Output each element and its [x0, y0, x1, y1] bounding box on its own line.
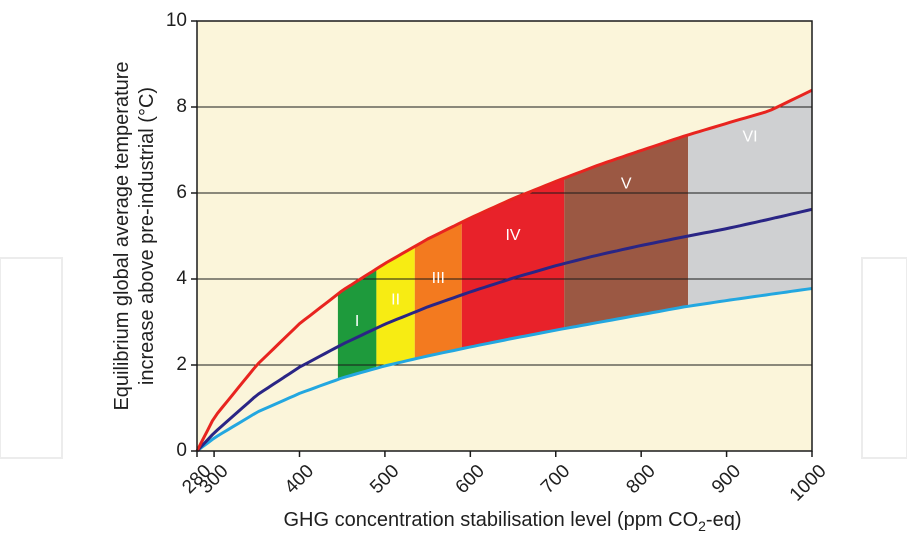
temperature-curves: [195, 88, 813, 453]
category-band-ii: [376, 246, 415, 369]
y-axis-ticks: 0 2 4 6 8 10: [166, 10, 197, 461]
y-tick-label: 6: [176, 182, 187, 203]
category-bands: [337, 90, 812, 380]
x-tick-label: 600: [452, 461, 489, 498]
category-band-i: [337, 268, 377, 380]
x-axis-title-tail: -eq): [706, 509, 742, 531]
gridlines: [197, 106, 812, 366]
x-tick-label: 800: [622, 461, 659, 498]
watermark-frame: [0, 257, 63, 459]
category-label-iv: IV: [505, 227, 520, 244]
category-band-v: [564, 134, 689, 329]
category-label-iii: III: [432, 270, 445, 287]
category-label-ii: II: [391, 292, 400, 309]
background-watermark: [0, 257, 907, 459]
y-axis-title-line-2: increase above pre-industrial (°C): [136, 87, 158, 385]
y-tick-label: 4: [176, 268, 187, 289]
plot-frame: [196, 20, 813, 452]
best-estimate-curve: [195, 207, 813, 453]
y-tick-label: 10: [166, 10, 187, 31]
x-tick-label: 1000: [786, 461, 831, 506]
x-axis-title: GHG concentration stabilisation level (p…: [284, 509, 742, 534]
x-axis-title-subscript: 2: [698, 518, 706, 534]
watermark-frame: [861, 257, 907, 459]
y-axis-title-line-1: Equilibrium global average temperature: [111, 61, 133, 410]
y-tick-label: 8: [176, 96, 187, 117]
category-band-iv: [461, 178, 565, 349]
upper-bound-curve: [195, 88, 813, 452]
category-label-v: V: [621, 176, 632, 193]
category-band-vi: [688, 90, 812, 307]
category-label-i: I: [355, 313, 359, 330]
x-axis-title-main: GHG concentration stabilisation level (p…: [284, 509, 699, 531]
x-tick-label: 900: [708, 461, 745, 498]
x-tick-label: 700: [537, 461, 574, 498]
lower-bound-curve: [196, 287, 813, 453]
x-tick-label: 400: [281, 461, 318, 498]
x-tick-label: 500: [366, 461, 403, 498]
y-tick-label: 0: [176, 440, 187, 461]
y-tick-label: 2: [176, 354, 187, 375]
category-label-vi: VI: [743, 128, 758, 145]
category-band-iii: [414, 222, 462, 359]
